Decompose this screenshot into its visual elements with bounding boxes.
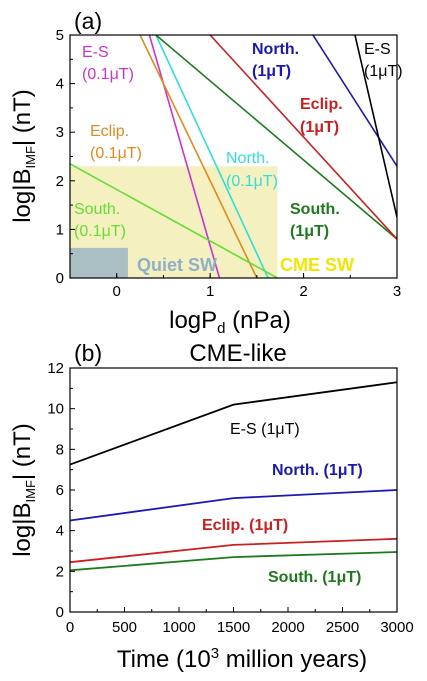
- y-tick-label: 0: [56, 270, 64, 287]
- series-unit-label-4: (1μT): [290, 223, 329, 240]
- series-line-3: [70, 163, 278, 278]
- series-line-b-3: [69, 551, 398, 572]
- region-quiet-sw: [70, 247, 128, 278]
- y-tick-label: 2: [56, 173, 64, 190]
- x-tick-label: 1000: [162, 619, 195, 636]
- x-tick-label: 2: [299, 283, 307, 300]
- series-line-0: [148, 35, 221, 278]
- y-tick-label: 8: [56, 441, 64, 458]
- series-unit-label-5: (1μT): [300, 119, 339, 136]
- series-name-label-6: North.: [252, 41, 299, 58]
- y-tick-label: 10: [47, 401, 64, 418]
- series-line-7: [354, 35, 397, 218]
- y-tick-label: 3: [56, 124, 64, 141]
- y-tick-label: 5: [56, 27, 64, 44]
- series-unit-label-7: (1μT): [364, 63, 403, 80]
- y-tick-label: 4: [56, 76, 64, 93]
- y-tick-label: 0: [56, 604, 64, 621]
- series-unit-label-6: (1μT): [252, 63, 291, 80]
- x-tick-label: 1500: [217, 619, 250, 636]
- panel-label-a: (a): [74, 8, 102, 34]
- chart-title-b: CME-like: [189, 340, 286, 367]
- x-tick-label: 0: [66, 619, 74, 636]
- panel-a: 0 1 2 3 0 1 2 3 4 5 (a) logPd (nPa) log|BIMF| (nT) E-…: [9, 8, 403, 337]
- y-axis-label-a: log|BIMF| (nT): [9, 89, 38, 223]
- y-tick-label: 2: [56, 563, 64, 580]
- x-tick-label: 2000: [271, 619, 304, 636]
- y-tick-label: 4: [56, 523, 64, 540]
- series-name-label-7: E-S: [364, 41, 391, 58]
- series-name-label-1: Eclip.: [90, 123, 129, 140]
- region-label-quiet-sw: Quiet SW: [137, 255, 217, 275]
- x-tick-label: 3000: [380, 619, 413, 636]
- x-tick-label: 2500: [326, 619, 359, 636]
- x-tick-label: 3: [393, 283, 401, 300]
- series-unit-label-1: (0.1μT): [90, 145, 142, 162]
- series-unit-label-2: (0.1μT): [226, 173, 278, 190]
- series-line-5: [209, 35, 397, 240]
- y-tick-label: 12: [47, 360, 64, 377]
- x-axis-label-a: logPd (nPa): [169, 307, 291, 337]
- series-name-label-4: South.: [290, 201, 340, 218]
- y-axis-label-b: log|BIMF| (nT): [9, 423, 38, 557]
- series-label-b-2: Eclip. (1μT): [202, 517, 288, 534]
- series-name-label-0: E-S: [82, 44, 109, 61]
- series-unit-label-0: (0.1μT): [82, 66, 134, 83]
- series-label-b-1: North. (1μT): [272, 462, 363, 479]
- region-label-cme-sw: CME SW: [280, 255, 354, 275]
- x-tick-label: 500: [112, 619, 137, 636]
- series-name-label-5: Eclip.: [300, 96, 343, 113]
- y-tick-label: 6: [56, 482, 64, 499]
- x-tick-label: 1: [206, 283, 214, 300]
- series-label-b-0: E-S (1μT): [230, 421, 300, 438]
- panel-b: 0 500 1000 1500 2000 2500 3000 0 2 4 6 8 10 12 (b) CME-…: [9, 340, 414, 673]
- series-line-1: [139, 35, 258, 278]
- series-line-2: [155, 35, 269, 278]
- series-label-b-3: South. (1μT): [268, 569, 361, 586]
- x-axis-label-b: Time (103 million years): [117, 645, 367, 673]
- y-tick-label: 1: [56, 221, 64, 238]
- series-line-b-1: [69, 489, 398, 522]
- series-line-4: [155, 35, 397, 240]
- series-line-6: [312, 35, 397, 167]
- series-line-b-0: [69, 381, 398, 466]
- panel-label-b: (b): [74, 340, 102, 366]
- series-name-label-3: South.: [74, 201, 120, 218]
- x-tick-label: 0: [113, 283, 121, 300]
- series-name-label-2: North.: [226, 150, 270, 167]
- series-line-b-2: [69, 537, 398, 564]
- series-unit-label-3: (0.1μT): [74, 223, 126, 240]
